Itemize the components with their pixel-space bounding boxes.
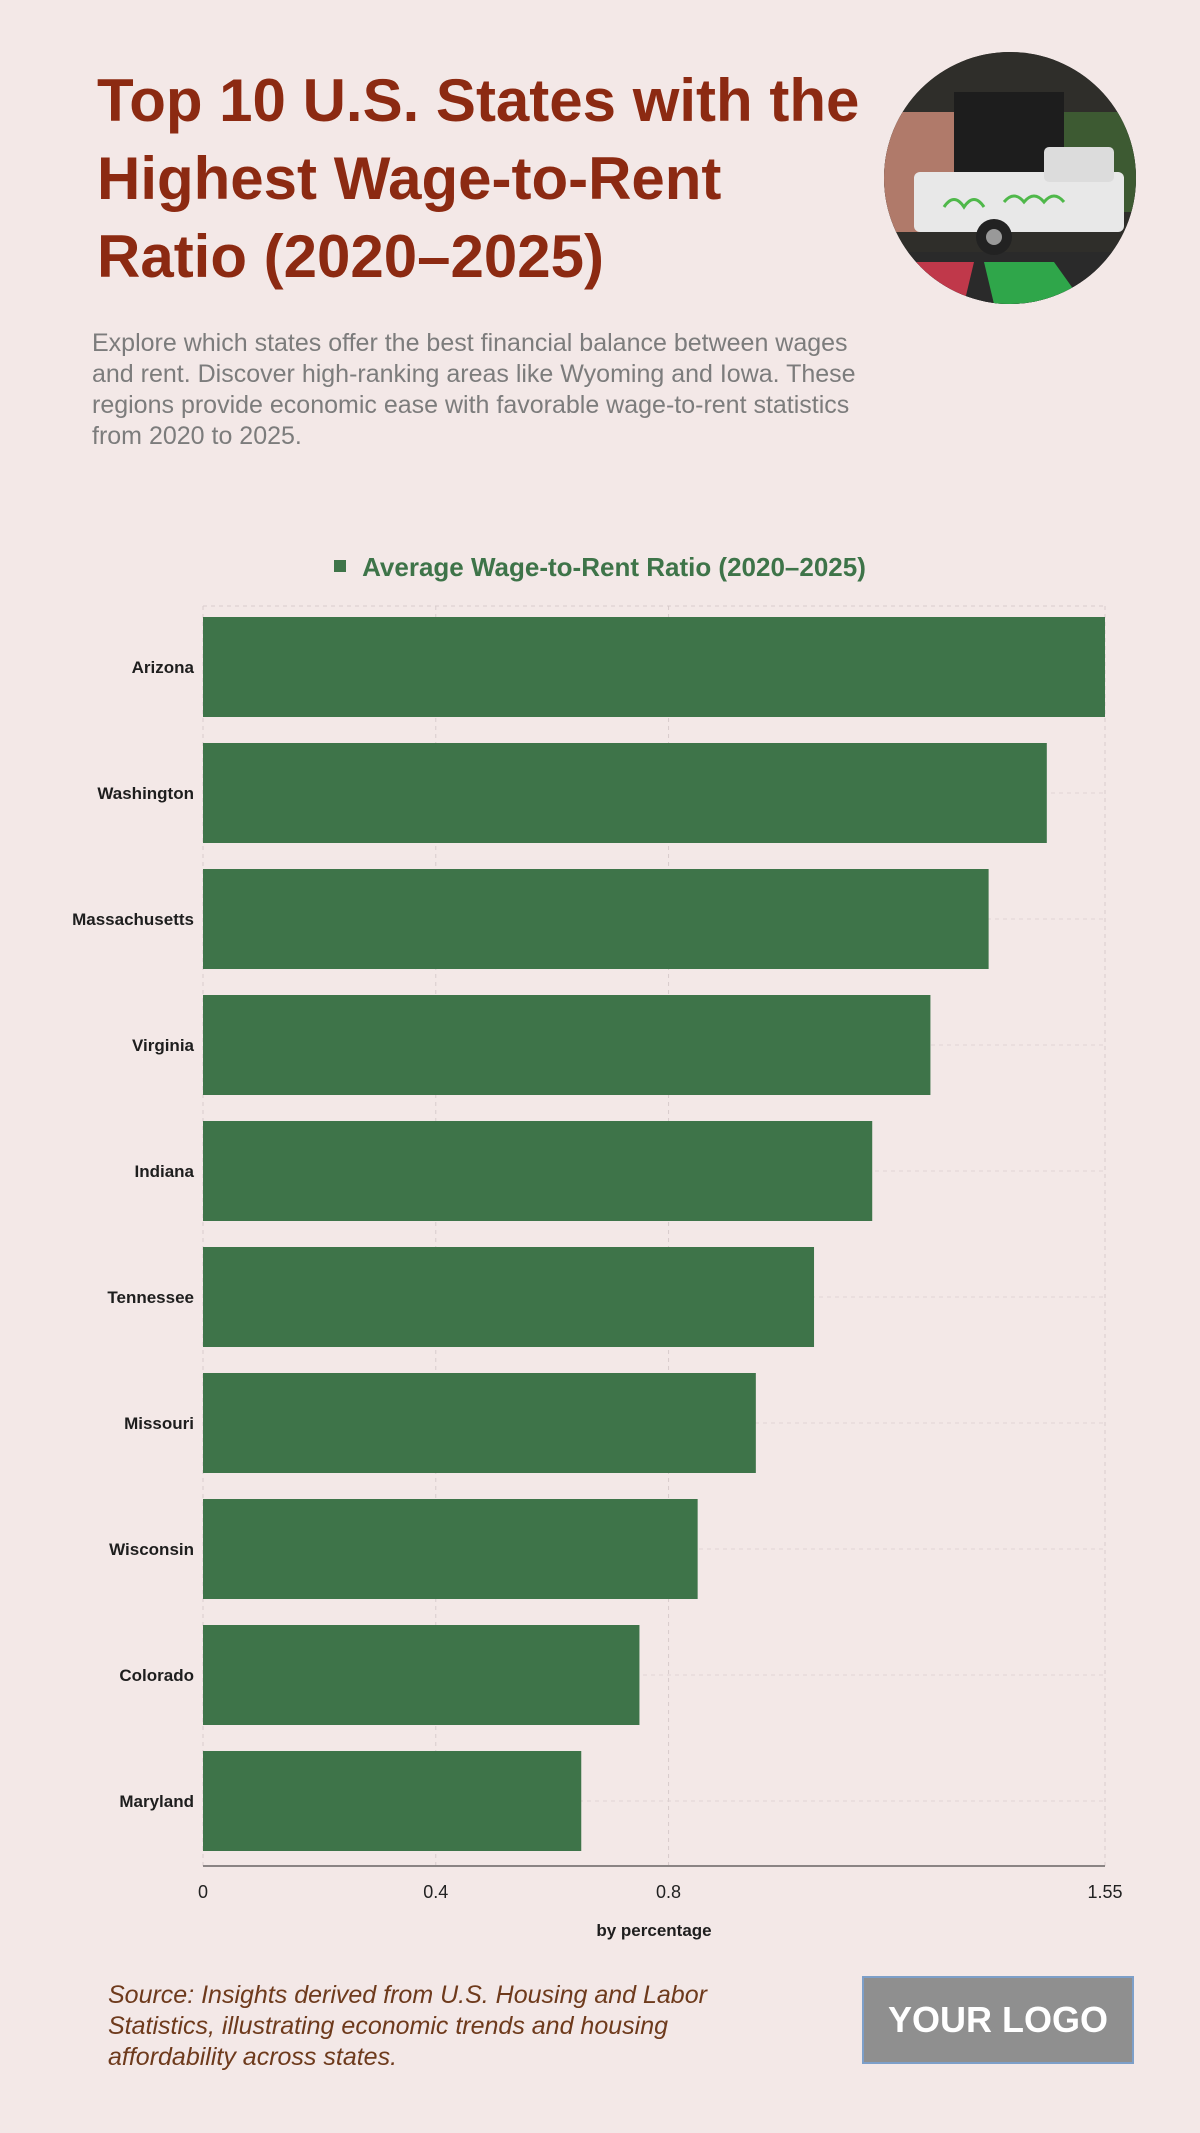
bar-virginia	[203, 995, 931, 1095]
y-category-label: Colorado	[119, 1666, 194, 1685]
y-category-label: Virginia	[132, 1036, 195, 1055]
x-tick-label: 1.55	[1087, 1882, 1122, 1902]
legend-label: Average Wage-to-Rent Ratio (2020–2025)	[362, 552, 866, 582]
legend-swatch	[334, 560, 347, 573]
x-axis-title: by percentage	[596, 1921, 711, 1940]
page-header: Top 10 U.S. States with the Highest Wage…	[92, 62, 872, 452]
y-category-label: Tennessee	[107, 1288, 194, 1307]
y-category-label: Arizona	[132, 658, 195, 677]
source-note: Source: Insights derived from U.S. Housi…	[108, 1981, 707, 2071]
logo-placeholder: YOUR LOGO	[862, 1976, 1134, 2064]
bar-arizona	[203, 617, 1105, 717]
y-category-label: Maryland	[119, 1792, 194, 1811]
page-subtitle: Explore which states offer the best fina…	[92, 329, 856, 450]
y-category-label: Wisconsin	[109, 1540, 194, 1559]
bar-wisconsin	[203, 1499, 698, 1599]
y-category-label: Indiana	[134, 1162, 194, 1181]
page-title: Top 10 U.S. States with the Highest Wage…	[97, 67, 860, 290]
bar-washington	[203, 743, 1047, 843]
y-category-label: Missouri	[124, 1414, 194, 1433]
bar-tennessee	[203, 1247, 815, 1347]
y-category-label: Massachusetts	[72, 910, 194, 929]
x-tick-label: 0.4	[423, 1882, 448, 1902]
bar-colorado	[203, 1625, 640, 1725]
x-tick-label: 0	[198, 1882, 208, 1902]
x-tick-label: 0.8	[656, 1882, 681, 1902]
bar-maryland	[203, 1751, 582, 1851]
bar-massachusetts	[203, 869, 989, 969]
chart-legend: Average Wage-to-Rent Ratio (2020–2025)	[0, 552, 1200, 583]
bar-chart: 0 0.4 0.8 1.55 Arizona Washington Massachusett…	[72, 605, 1123, 1940]
bar-indiana	[203, 1121, 873, 1221]
bar-missouri	[203, 1373, 756, 1473]
y-category-label: Washington	[97, 784, 194, 803]
